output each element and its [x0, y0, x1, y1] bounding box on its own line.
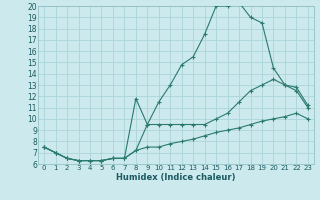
X-axis label: Humidex (Indice chaleur): Humidex (Indice chaleur) — [116, 173, 236, 182]
